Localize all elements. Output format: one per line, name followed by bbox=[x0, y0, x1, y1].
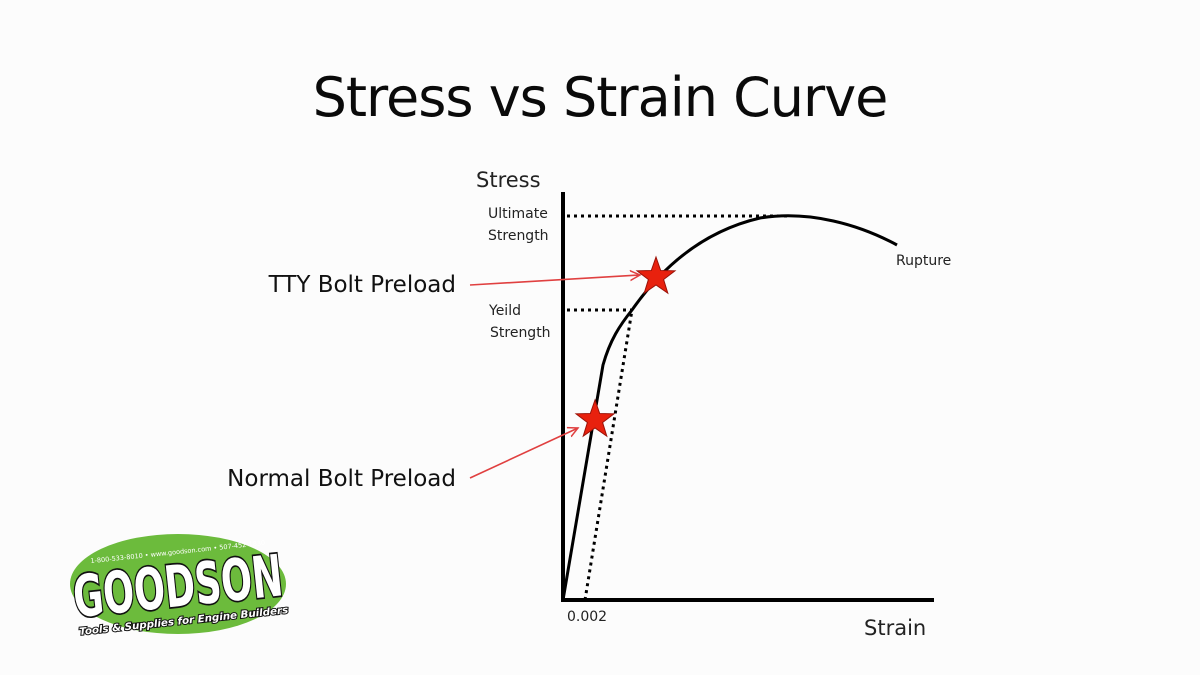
yield-label-2: Strength bbox=[490, 325, 551, 341]
yield-label-1: Yeild bbox=[489, 303, 521, 319]
normal-bolt-preload-label: Normal Bolt Preload bbox=[227, 466, 456, 492]
rupture-label: Rupture bbox=[896, 253, 952, 269]
offset-line bbox=[583, 309, 634, 601]
stress-strain-curve bbox=[561, 214, 898, 601]
ultimate-label-1: Ultimate bbox=[488, 206, 548, 222]
ultimate-label-2: Strength bbox=[488, 228, 549, 244]
tty-arrow bbox=[469, 275, 640, 286]
tick-0002: 0.002 bbox=[567, 609, 608, 625]
x-axis-label: Strain bbox=[864, 616, 927, 640]
normal-star-icon bbox=[574, 398, 616, 438]
y-axis-label: Stress bbox=[476, 168, 541, 192]
normal-arrow bbox=[469, 428, 578, 479]
goodson-logo: 1-800-533-8010 • www.goodson.com • 507-4… bbox=[58, 528, 294, 639]
tty-star-icon bbox=[635, 255, 677, 295]
tty-bolt-preload-label: TTY Bolt Preload bbox=[268, 272, 456, 298]
slide-title: Stress vs Strain Curve bbox=[312, 66, 889, 129]
